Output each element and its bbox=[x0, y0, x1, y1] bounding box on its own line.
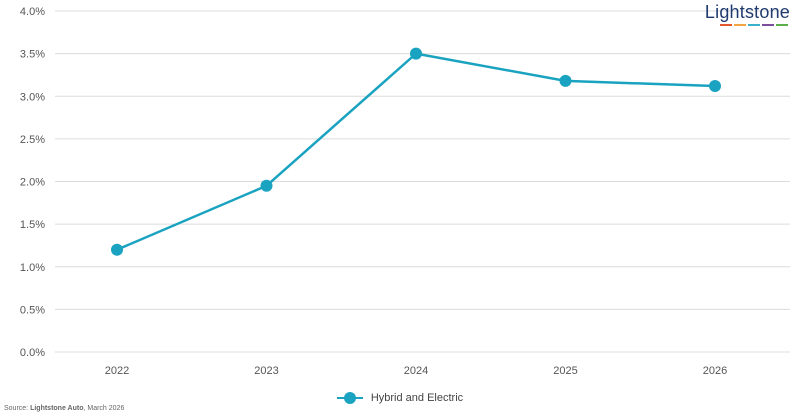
legend[interactable]: Hybrid and Electric bbox=[0, 392, 800, 404]
y-tick-label: 3.5% bbox=[20, 49, 45, 61]
source-name: Lightstone Auto bbox=[30, 405, 84, 412]
data-point[interactable] bbox=[410, 47, 422, 60]
logo-color-segment bbox=[720, 24, 732, 26]
logo-text: Lightstone bbox=[704, 2, 790, 22]
series-hybrid-and-electric bbox=[111, 47, 721, 256]
logo-color-segment bbox=[762, 24, 774, 26]
x-tick-label: 2022 bbox=[105, 365, 129, 377]
x-tick-label: 2026 bbox=[703, 365, 727, 377]
x-axis-tick-labels: 2022 2023 2024 2025 2026 bbox=[105, 365, 727, 377]
source-prefix: Source: bbox=[4, 405, 31, 412]
data-point[interactable] bbox=[260, 179, 273, 192]
y-axis-tick-labels: 0.0% 0.5% 1.0% 1.5% 2.0% 2.5% 3.0% 3.5% 4.0% bbox=[20, 6, 45, 359]
legend-marker-icon bbox=[336, 392, 363, 404]
y-tick-label: 0.5% bbox=[20, 304, 45, 316]
logo-color-segment bbox=[734, 24, 746, 26]
y-tick-label: 2.0% bbox=[20, 177, 45, 189]
series-line bbox=[116, 52, 716, 251]
x-tick-label: 2025 bbox=[553, 365, 577, 377]
y-tick-label: 4.0% bbox=[20, 6, 45, 18]
data-point[interactable] bbox=[111, 243, 123, 256]
logo-color-segment bbox=[776, 24, 788, 26]
y-tick-label: 3.0% bbox=[20, 91, 45, 103]
x-tick-label: 2024 bbox=[404, 365, 428, 377]
lightstone-logo: Lightstone bbox=[705, 2, 790, 23]
legend-dot bbox=[343, 392, 356, 404]
gridlines bbox=[55, 10, 790, 353]
source-suffix: , March 2026 bbox=[83, 405, 125, 412]
y-tick-label: 2.5% bbox=[20, 134, 45, 146]
source-note: Source: Lightstone Auto, March 2026 bbox=[4, 405, 124, 412]
logo-color-bar bbox=[720, 24, 788, 26]
y-tick-label: 1.0% bbox=[20, 262, 45, 274]
x-tick-label: 2023 bbox=[254, 365, 278, 377]
logo-color-segment bbox=[748, 24, 760, 26]
legend-label: Hybrid and Electric bbox=[370, 392, 464, 404]
y-tick-label: 0.0% bbox=[20, 347, 45, 359]
y-tick-label: 1.5% bbox=[20, 219, 45, 231]
data-point[interactable] bbox=[559, 74, 572, 87]
data-point[interactable] bbox=[709, 80, 721, 93]
